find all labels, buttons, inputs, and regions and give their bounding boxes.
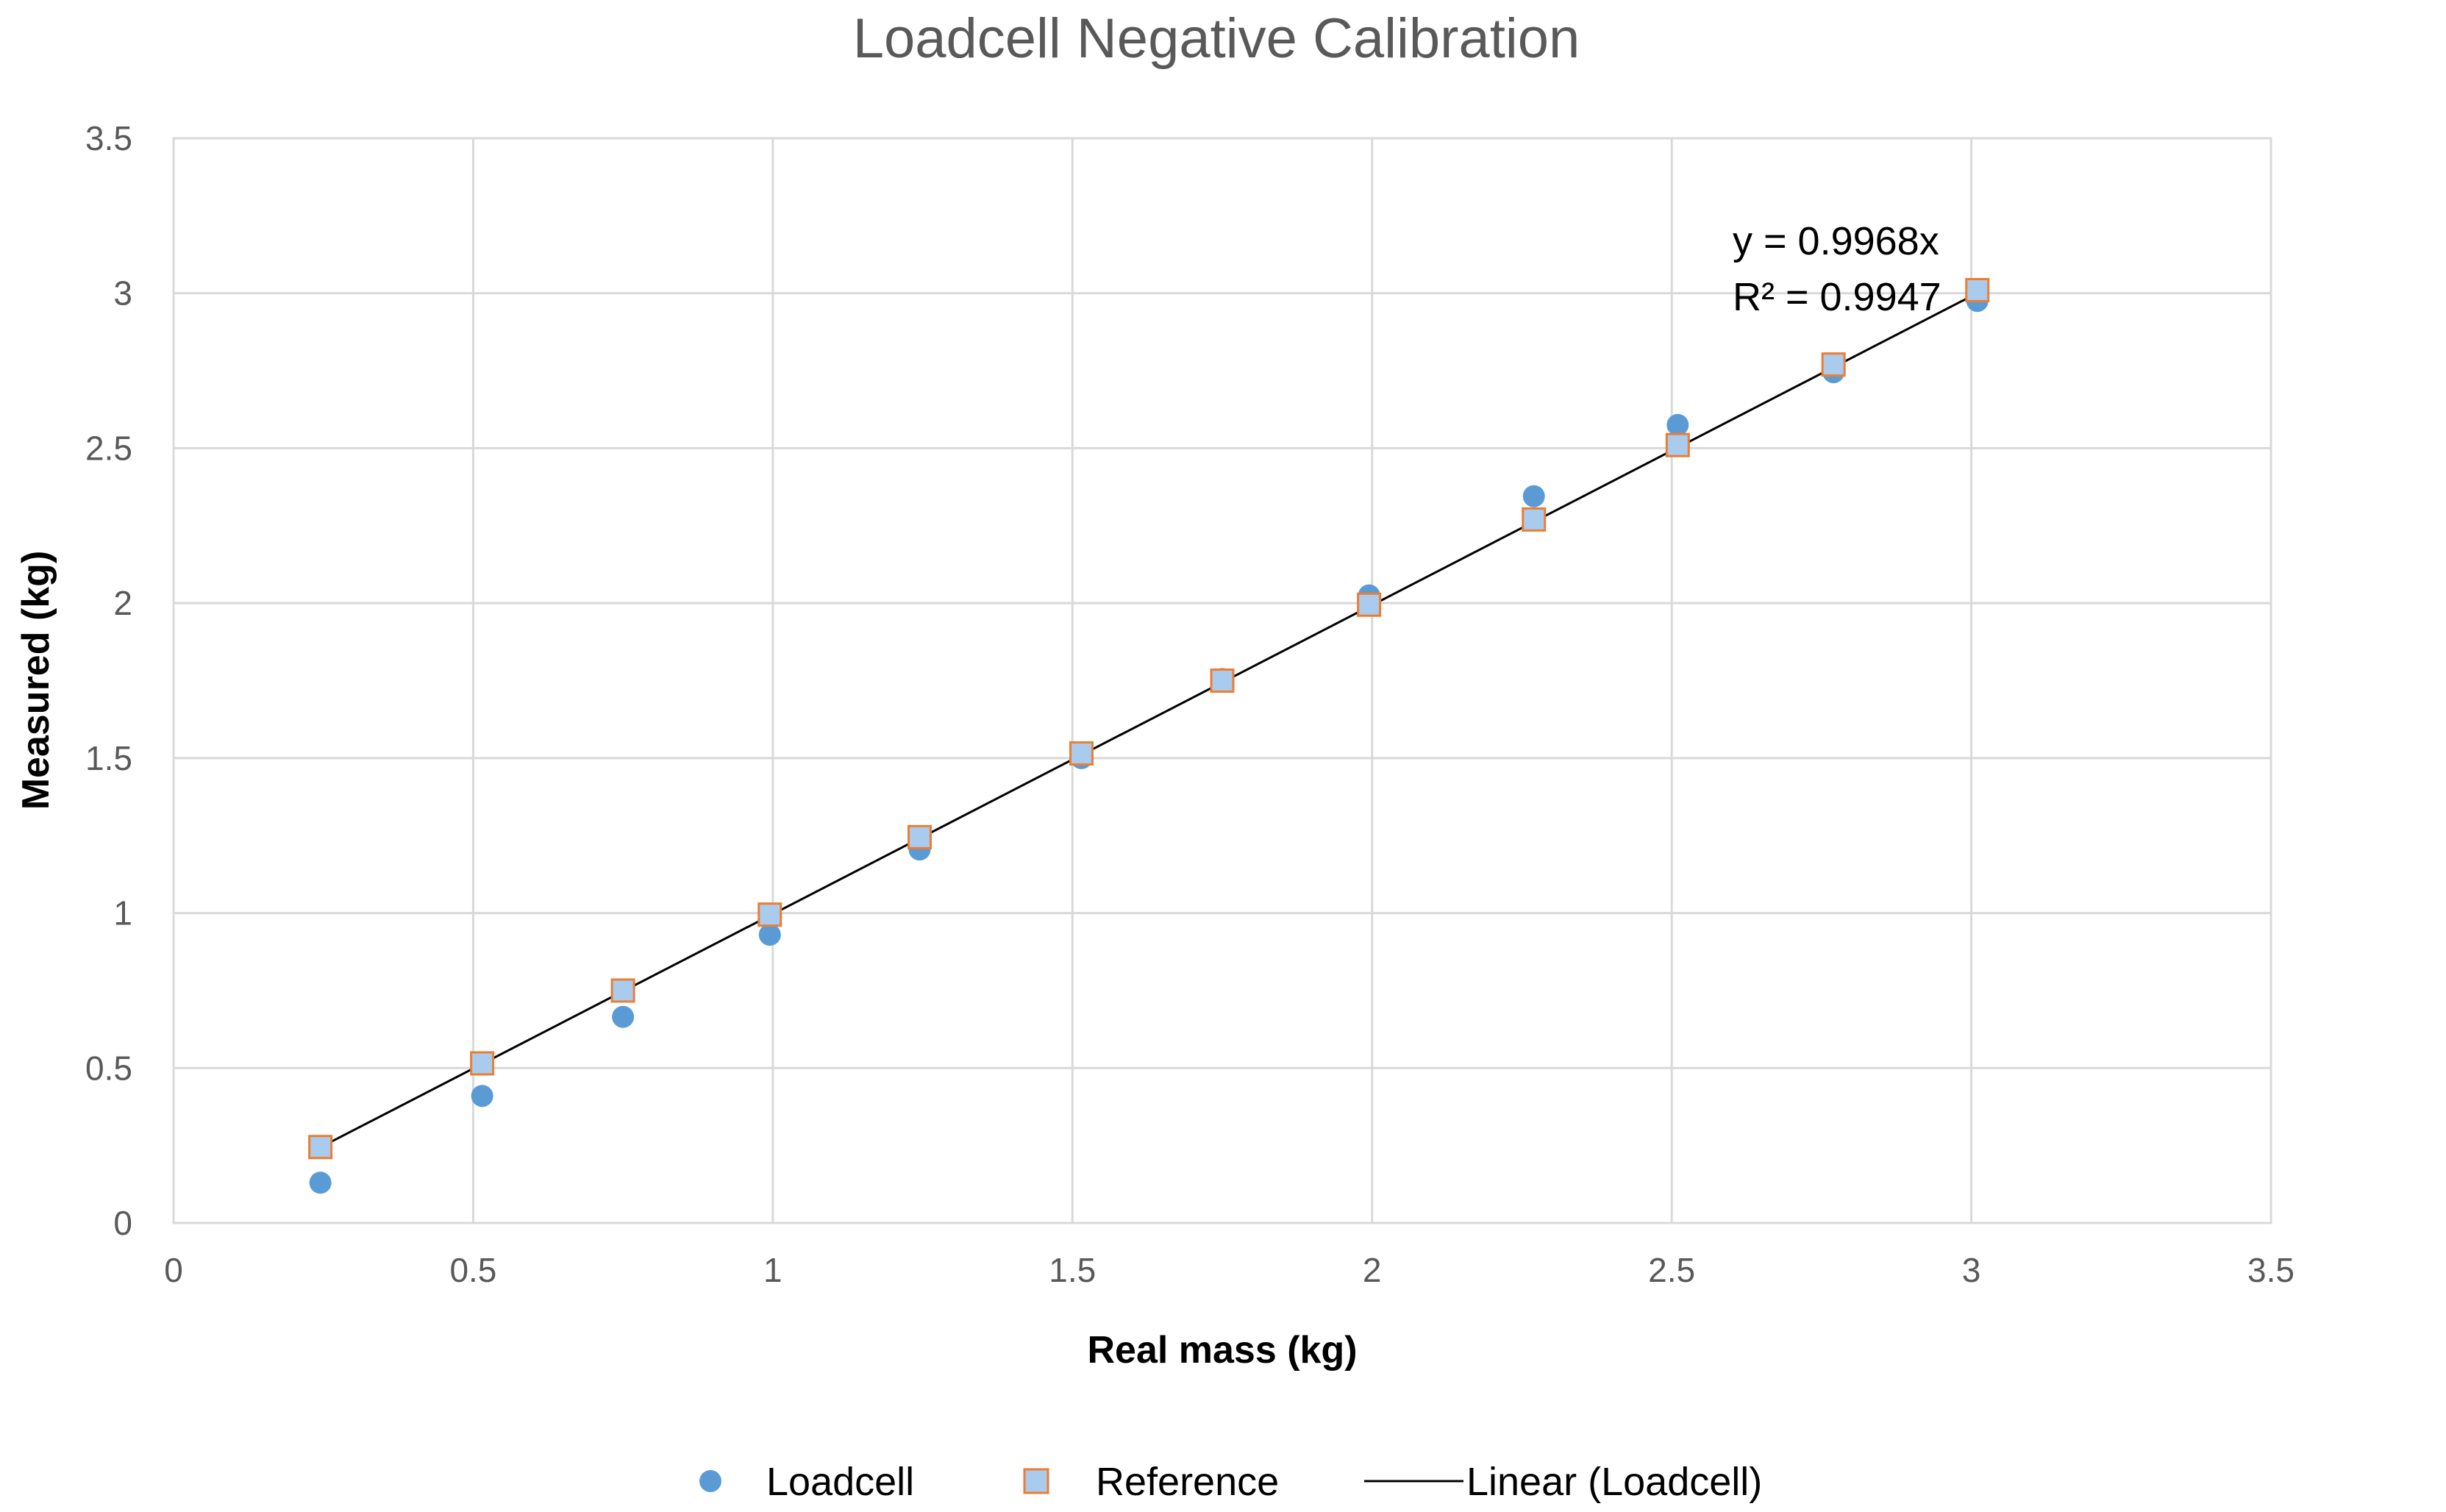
x-tick-labels: 0 0.5 1 1.5 2 2.5 3 3.5	[164, 1251, 2295, 1289]
legend-reference-marker	[1023, 1468, 1049, 1494]
reference-point	[1069, 741, 1094, 766]
x-tick-label: 1.5	[1049, 1251, 1096, 1289]
x-tick-label: 0.5	[449, 1251, 496, 1289]
x-tick-label: 2.5	[1648, 1251, 1695, 1289]
y-tick-label: 0	[113, 1204, 132, 1242]
legend-trendline-label: Linear (Loadcell)	[1466, 1460, 1762, 1504]
y-tick-label: 3	[113, 274, 132, 313]
x-tick-label: 3.5	[2247, 1251, 2295, 1289]
loadcell-point	[1666, 413, 1689, 436]
trendline-r-squared: R² = 0.9947	[1733, 275, 1942, 319]
x-tick-label: 1	[763, 1251, 782, 1289]
loadcell-point	[471, 1085, 493, 1108]
series-reference	[308, 278, 1990, 1160]
reference-point	[470, 1051, 495, 1076]
legend: Loadcell Reference Linear (Loadcell)	[699, 1460, 1762, 1504]
legend-loadcell-label: Loadcell	[766, 1460, 914, 1504]
x-tick-label: 3	[1962, 1251, 1981, 1289]
x-tick-label: 2	[1363, 1251, 1382, 1289]
y-tick-label: 2	[113, 584, 132, 622]
reference-point	[610, 978, 635, 1003]
legend-loadcell-marker	[699, 1470, 721, 1492]
y-tick-label: 1.5	[85, 739, 132, 777]
y-tick-label: 0.5	[85, 1049, 132, 1087]
loadcell-point	[1522, 485, 1545, 507]
legend-reference-label: Reference	[1096, 1460, 1279, 1504]
reference-point	[907, 824, 932, 849]
reference-point	[1821, 352, 1846, 377]
loadcell-point	[758, 924, 781, 946]
x-axis-label: Real mass (kg)	[1087, 1329, 1357, 1372]
trendline	[319, 292, 1978, 1149]
loadcell-point	[612, 1005, 635, 1028]
reference-point	[1210, 668, 1235, 693]
y-tick-label: 2.5	[85, 429, 132, 467]
x-tick-label: 0	[164, 1251, 183, 1289]
reference-point	[757, 902, 782, 927]
reference-point	[1357, 592, 1382, 617]
series-loadcell	[309, 290, 1989, 1194]
loadcell-point	[309, 1172, 332, 1194]
reference-point	[308, 1135, 333, 1160]
y-axis-label: Measured (kg)	[15, 551, 57, 810]
trendline-equation: y = 0.9968x	[1733, 219, 1939, 263]
y-tick-label: 3.5	[85, 119, 132, 157]
chart-title: Loadcell Negative Calibration	[853, 7, 1580, 70]
reference-point	[1965, 278, 1990, 302]
reference-point	[1522, 507, 1547, 532]
grid	[172, 137, 2272, 1224]
y-tick-label: 1	[113, 894, 132, 932]
y-tick-labels: 0 0.5 1 1.5 2 2.5 3 3.5	[85, 119, 132, 1242]
plot-area-border	[172, 137, 2272, 1224]
reference-point	[1665, 432, 1690, 457]
